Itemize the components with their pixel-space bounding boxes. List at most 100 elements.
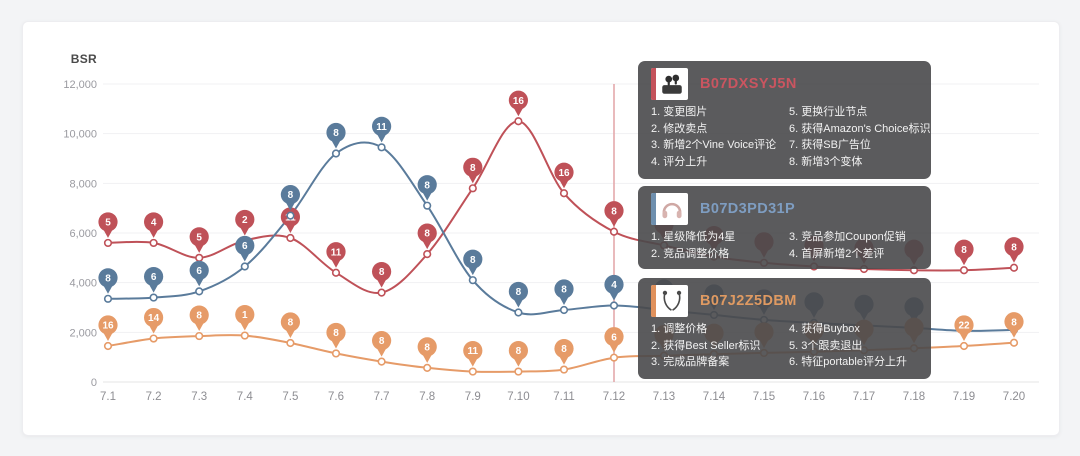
data-point	[240, 262, 249, 271]
event-item: 1. 调整价格	[651, 323, 708, 335]
event-pin[interactable]: 22	[954, 315, 974, 341]
event-pin[interactable]: 8	[189, 305, 209, 332]
x-tick-label: 7.16	[803, 391, 825, 403]
y-tick-label: 0	[91, 377, 97, 389]
pin-count-label: 8	[196, 311, 202, 322]
pin-count-label: 8	[470, 163, 476, 174]
data-point	[559, 305, 569, 315]
event-pin[interactable]: 8	[280, 312, 300, 339]
event-item: 4. 获得Buybox	[789, 323, 860, 335]
pin-count-label: 8	[288, 318, 294, 329]
event-pin[interactable]: 11	[372, 116, 392, 143]
asin-title: B07D3PD31P	[700, 201, 796, 217]
panel-header: B07DXSYJ5N	[651, 68, 918, 100]
event-pin[interactable]: 8	[463, 157, 483, 184]
pin-count-label: 8	[611, 206, 617, 217]
event-pin[interactable]: 16	[508, 90, 528, 117]
x-tick-label: 7.2	[146, 391, 162, 403]
data-point	[559, 365, 569, 374]
data-point	[377, 143, 386, 152]
x-tick-label: 7.3	[191, 391, 207, 403]
event-pin[interactable]: 1	[235, 304, 255, 331]
x-tick-label: 7.18	[903, 391, 925, 403]
event-pin[interactable]: 8	[554, 338, 574, 365]
event-pin[interactable]: 2	[235, 209, 255, 236]
event-list-left: 1. 变更图片 2. 修改卖点 3. 新增2个Vine Voice评论 4. 评分上升	[651, 104, 789, 170]
data-point	[149, 334, 158, 343]
event-pin[interactable]: 11	[280, 207, 300, 233]
event-pin[interactable]: 8	[554, 279, 574, 305]
x-tick-label: 7.4	[237, 391, 254, 403]
x-tick-label: 7.10	[507, 391, 529, 403]
data-point	[331, 349, 341, 358]
event-pin[interactable]: 8	[372, 262, 392, 288]
pin-count-label: 8	[424, 229, 430, 240]
pin-count-label: 2	[242, 215, 248, 226]
event-pin[interactable]: 8	[1004, 237, 1024, 263]
event-item: 2. 修改卖点	[651, 122, 708, 135]
event-pin[interactable]: 8	[508, 281, 528, 308]
x-tick-label: 7.12	[603, 391, 625, 403]
event-item: 6. 获得Amazon's Choice标识	[789, 122, 931, 135]
event-pin[interactable]: 11	[463, 340, 483, 367]
x-tick-label: 7.11	[553, 391, 575, 403]
pin-count-label: 6	[611, 332, 617, 343]
y-tick-label: 6,000	[69, 228, 97, 240]
data-point	[609, 301, 619, 310]
pin-count-label: 8	[561, 285, 567, 296]
data-point	[959, 266, 969, 275]
event-pin[interactable]: 14	[144, 307, 164, 334]
headphones-icon	[662, 202, 682, 219]
event-pin[interactable]: 8	[463, 249, 483, 276]
data-point	[1009, 338, 1019, 347]
data-point	[240, 331, 249, 340]
event-pin[interactable]: 8	[417, 175, 437, 201]
data-point	[468, 367, 477, 376]
x-tick-label: 7.14	[703, 391, 726, 403]
event-pin[interactable]: 4	[144, 212, 164, 238]
event-pin[interactable]: 8	[326, 122, 346, 149]
event-item: 2. 竞品调整价格	[651, 247, 730, 260]
event-pin[interactable]: 8	[326, 322, 346, 349]
event-pin[interactable]: 5	[189, 227, 209, 253]
event-pin[interactable]: 4	[604, 274, 624, 301]
event-pin[interactable]: 6	[235, 235, 255, 262]
event-item: 3. 完成品牌备案	[651, 356, 730, 368]
x-tick-label: 7.20	[1003, 391, 1025, 403]
event-pin[interactable]: 16	[98, 315, 118, 341]
event-pin[interactable]: 8	[417, 337, 437, 363]
event-pin[interactable]: 6	[189, 260, 209, 287]
event-item: 5. 更换行业节点	[789, 106, 868, 118]
event-list-right: 4. 获得Buybox 5. 3个跟卖退出 6. 特征portable评分上升	[789, 321, 918, 371]
panel-header: B07D3PD31P	[651, 193, 918, 225]
event-pin[interactable]: 8	[604, 201, 624, 227]
y-tick-label: 4,000	[69, 278, 97, 290]
event-pin[interactable]: 16	[554, 162, 574, 189]
event-pin[interactable]: 8	[508, 340, 528, 367]
event-pin[interactable]: 11	[326, 242, 346, 268]
pin-count-label: 16	[102, 321, 114, 332]
x-tick-label: 7.9	[465, 391, 481, 403]
pin-count-label: 8	[379, 336, 385, 347]
event-pin[interactable]: 8	[372, 331, 392, 357]
pin-count-label: 6	[151, 272, 157, 283]
event-panel-3: B07J2Z5DBM 1. 调整价格 2. 获得Best Seller标识 3. 完…	[638, 278, 931, 379]
event-pin[interactable]: 8	[98, 268, 118, 294]
event-pin[interactable]: 8	[417, 223, 437, 250]
event-pin[interactable]: 6	[144, 266, 164, 293]
event-pin[interactable]: 8	[280, 185, 300, 211]
event-pin[interactable]: 6	[604, 327, 624, 353]
event-list-left: 1. 星级降低为4星 2. 竞品调整价格	[651, 229, 789, 262]
data-point	[468, 276, 477, 285]
accent-stripe	[651, 193, 656, 225]
data-point	[423, 363, 432, 372]
data-point	[103, 294, 113, 303]
x-tick-label: 7.1	[100, 391, 116, 403]
event-pin[interactable]: 8	[954, 239, 974, 266]
asin-title: B07DXSYJ5N	[700, 76, 797, 92]
event-item: 2. 获得Best Seller标识	[651, 339, 761, 352]
event-pin[interactable]: 5	[98, 212, 118, 238]
event-panel-1: B07DXSYJ5N 1. 变更图片 2. 修改卖点 3. 新增2个Vine Voi…	[638, 61, 931, 179]
data-point	[103, 341, 113, 351]
event-pin[interactable]: 8	[1004, 312, 1024, 338]
